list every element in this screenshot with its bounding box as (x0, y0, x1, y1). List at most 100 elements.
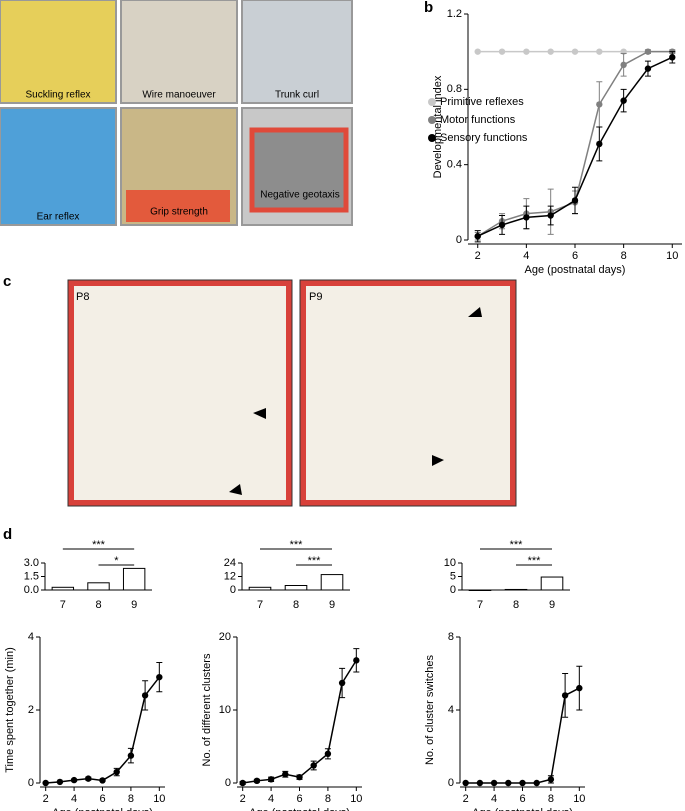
y-tick-label: 0 (28, 777, 34, 789)
point (127, 752, 135, 759)
y-tick-label: 5 (450, 570, 456, 582)
bar (320, 574, 344, 591)
panel-label: b (424, 0, 433, 16)
point (474, 233, 481, 240)
point (596, 140, 603, 148)
point (324, 750, 332, 757)
y-tick-label: 1.2 (447, 8, 462, 20)
photo (0, 0, 117, 104)
y-tick-label: 0 (448, 777, 454, 789)
y-tick-label: 3.0 (24, 557, 39, 569)
point (498, 221, 506, 229)
photo (120, 0, 238, 104)
x-tick-label: 8 (621, 250, 627, 262)
point (523, 214, 530, 221)
x-tick-label: 6 (572, 250, 578, 262)
point (498, 48, 506, 55)
point (490, 779, 498, 787)
point (620, 97, 627, 104)
point (571, 197, 579, 204)
significance-label: *** (308, 555, 322, 567)
bar (504, 588, 528, 591)
bar (248, 586, 272, 591)
y-axis-label: No. of cluster switches (424, 654, 436, 765)
point (282, 771, 289, 778)
legend-label: Motor functions (440, 114, 516, 126)
x-tick-label: 2 (475, 250, 481, 262)
x-tick-label: 7 (477, 599, 483, 611)
photo-label: Suckling reflex (25, 90, 90, 101)
arena-label: P9 (309, 291, 322, 303)
x-tick-label: 9 (329, 599, 335, 611)
bar (540, 576, 564, 591)
y-tick-label: 0.8 (447, 83, 462, 95)
series-line (465, 687, 580, 784)
y-tick-label: 10 (444, 557, 456, 569)
significance-label: *** (510, 539, 524, 551)
point (547, 212, 554, 219)
x-tick-label: 10 (573, 793, 585, 805)
bar (284, 585, 308, 591)
y-tick-label: 0 (450, 584, 456, 596)
photo (249, 127, 349, 213)
y-tick-label: 20 (219, 631, 231, 643)
point (56, 778, 64, 786)
x-tick-label: 2 (240, 793, 246, 805)
point (476, 779, 484, 787)
significance-label: * (114, 555, 119, 567)
y-tick-label: 8 (448, 631, 454, 643)
arena (306, 286, 510, 500)
panel-label: c (3, 273, 11, 290)
bar (122, 567, 146, 591)
point (353, 657, 360, 664)
x-tick-label: 8 (513, 599, 519, 611)
point (42, 779, 49, 787)
x-axis-label: Age (postnatal days) (52, 807, 153, 811)
arenas: P8 P9 (67, 279, 517, 507)
x-tick-label: 4 (491, 793, 497, 805)
legend-marker (428, 98, 436, 106)
x-tick-label: 10 (666, 250, 678, 262)
arena (74, 286, 286, 500)
point (85, 775, 92, 782)
y-tick-label: 0.4 (447, 159, 462, 171)
point (519, 779, 526, 787)
point (644, 65, 652, 72)
legend-label: Sensory functions (440, 132, 528, 144)
x-tick-label: 6 (519, 793, 525, 805)
series-line (45, 676, 160, 784)
point (547, 776, 555, 783)
point (70, 776, 78, 784)
y-tick-label: 4 (448, 704, 454, 716)
x-tick-label: 2 (463, 793, 469, 805)
x-axis-label: Age (postnatal days) (525, 264, 626, 276)
point (576, 684, 583, 692)
point (296, 773, 303, 781)
y-tick-label: 10 (219, 704, 231, 716)
significance-label: *** (290, 539, 304, 551)
x-tick-label: 8 (325, 793, 331, 805)
point (505, 779, 512, 787)
x-axis-label: Age (postnatal days) (249, 807, 350, 811)
point (113, 768, 120, 776)
x-tick-label: 4 (523, 250, 529, 262)
point (596, 101, 603, 108)
photos: Suckling reflex Wire manoeuver Trunk cur… (0, 0, 353, 226)
point (156, 673, 163, 681)
photo-label: Grip strength (150, 207, 208, 218)
y-tick-label: 1.5 (24, 570, 39, 582)
bar (51, 586, 75, 591)
point (533, 779, 540, 787)
point (99, 777, 106, 784)
x-tick-label: 7 (60, 599, 66, 611)
point (462, 779, 469, 787)
photo-label: Negative geotaxis (260, 190, 340, 201)
y-axis-label: Developmental index (432, 75, 444, 178)
point (141, 692, 149, 699)
point (596, 48, 603, 55)
point (267, 776, 275, 783)
point (338, 679, 346, 687)
x-tick-label: 4 (71, 793, 77, 805)
x-tick-label: 10 (153, 793, 165, 805)
